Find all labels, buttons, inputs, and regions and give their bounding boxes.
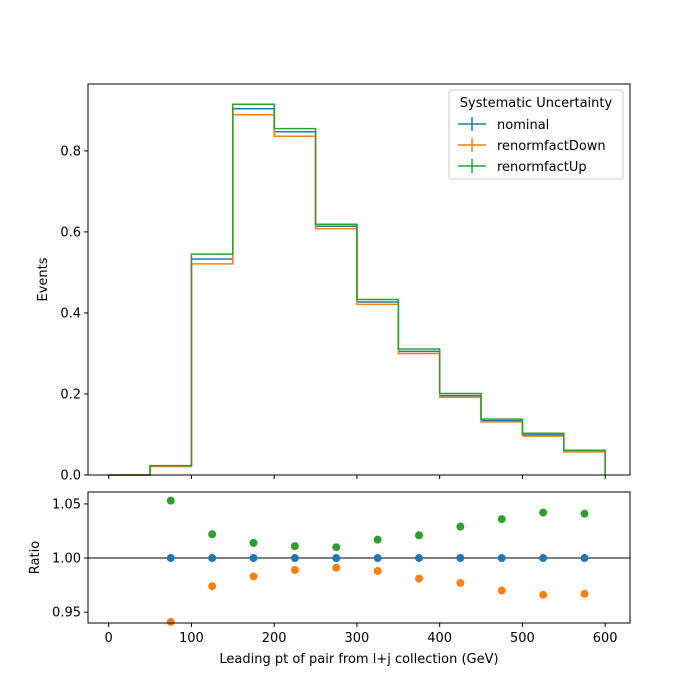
x-axis-label: Leading pt of pair from l+j collection (… bbox=[219, 652, 498, 667]
ratio-y-axis-label: Ratio bbox=[28, 541, 43, 574]
ratio-point bbox=[580, 554, 589, 563]
ratio-panel: 0.95 1.00 1.05 0 100 200 300 400 500 600 Ratio L… bbox=[28, 491, 631, 667]
x-tick-label: 300 bbox=[345, 631, 370, 646]
main-y-tick-label: 0.8 bbox=[60, 144, 81, 159]
legend-entry-renormfactDown: renormfactDown bbox=[458, 138, 606, 154]
ratio-point bbox=[497, 586, 506, 595]
ratio-point bbox=[580, 589, 589, 598]
legend-entry-nominal: nominal bbox=[458, 117, 549, 133]
ratio-point bbox=[166, 496, 175, 505]
ratio-point bbox=[497, 554, 506, 563]
ratio-point bbox=[414, 554, 423, 563]
x-tick-label: 600 bbox=[593, 631, 618, 646]
ratio-point bbox=[290, 542, 299, 551]
main-y-tick-label: 0.4 bbox=[60, 306, 81, 321]
ratio-point bbox=[249, 554, 258, 563]
ratio-point bbox=[208, 554, 217, 563]
ratio-point bbox=[249, 538, 258, 547]
ratio-point bbox=[456, 554, 465, 563]
ratio-y-ticks: 0.95 1.00 1.05 bbox=[52, 497, 88, 621]
ratio-point bbox=[332, 563, 341, 572]
main-histogram-panel: 0.0 0.2 0.4 0.6 0.8 Events Systematic Uncert… bbox=[36, 83, 631, 484]
main-y-ticks: 0.0 0.2 0.4 0.6 0.8 bbox=[60, 144, 88, 484]
main-y-axis-label: Events bbox=[36, 257, 51, 301]
legend-title: Systematic Uncertainty bbox=[460, 96, 613, 111]
x-tick-label: 200 bbox=[262, 631, 287, 646]
main-y-tick-label: 0.0 bbox=[60, 469, 81, 484]
legend-entries: nominal renormfactDown renormfactUp bbox=[458, 117, 606, 175]
ratio-point bbox=[580, 509, 589, 518]
ratio-point bbox=[166, 617, 175, 626]
ratio-point bbox=[456, 522, 465, 531]
legend-label: renormfactDown bbox=[497, 139, 606, 154]
ratio-point bbox=[208, 582, 217, 591]
legend-label: renormfactUp bbox=[497, 160, 587, 175]
legend-label: nominal bbox=[497, 118, 549, 133]
ratio-x-ticks: 0 100 200 300 400 500 600 bbox=[105, 623, 618, 646]
ratio-panel-frame bbox=[87, 491, 631, 624]
ratio-point bbox=[290, 554, 299, 563]
main-y-tick-label: 0.2 bbox=[60, 387, 81, 402]
ratio-point bbox=[373, 567, 382, 576]
ratio-y-tick-label: 0.95 bbox=[52, 606, 81, 621]
ratio-point bbox=[249, 572, 258, 581]
ratio-point bbox=[539, 508, 548, 517]
legend-box bbox=[448, 89, 624, 180]
ratio-point bbox=[290, 565, 299, 574]
x-tick-label: 0 bbox=[105, 631, 113, 646]
main-y-tick-label: 0.6 bbox=[60, 225, 81, 240]
ratio-point bbox=[332, 554, 341, 563]
main-panel-frame bbox=[87, 83, 631, 476]
ratio-point bbox=[414, 531, 423, 540]
ratio-point bbox=[166, 554, 175, 563]
ratio-point bbox=[539, 554, 548, 563]
main-x-ticks bbox=[108, 475, 606, 479]
ratio-point bbox=[373, 535, 382, 544]
x-tick-label: 500 bbox=[510, 631, 535, 646]
histogram-line-renormfactUp bbox=[108, 103, 606, 476]
x-tick-label: 100 bbox=[179, 631, 204, 646]
ratio-y-tick-label: 1.00 bbox=[52, 552, 81, 567]
ratio-points-group bbox=[166, 496, 589, 626]
ratio-point bbox=[497, 515, 506, 524]
ratio-point bbox=[414, 574, 423, 583]
legend: Systematic Uncertainty nominal renormfact… bbox=[448, 89, 624, 180]
x-tick-label: 400 bbox=[427, 631, 452, 646]
ratio-point bbox=[208, 530, 217, 539]
ratio-point bbox=[539, 590, 548, 599]
ratio-y-tick-label: 1.05 bbox=[52, 497, 81, 512]
ratio-point bbox=[456, 578, 465, 587]
histogram-series-group bbox=[108, 103, 606, 476]
ratio-point bbox=[332, 543, 341, 552]
legend-entry-renormfactUp: renormfactUp bbox=[458, 159, 587, 175]
ratio-point bbox=[373, 554, 382, 563]
